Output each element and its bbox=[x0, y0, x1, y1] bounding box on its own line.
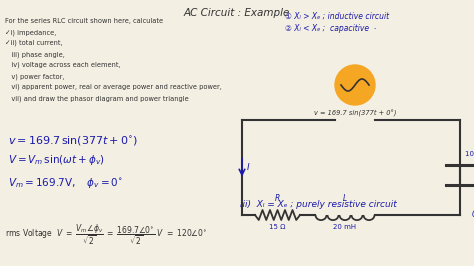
Text: R: R bbox=[275, 194, 280, 203]
Circle shape bbox=[335, 65, 375, 105]
Text: v = 169.7 sin(377t + 0°): v = 169.7 sin(377t + 0°) bbox=[314, 110, 396, 117]
Text: 100 μF: 100 μF bbox=[465, 151, 474, 157]
Text: I: I bbox=[247, 163, 250, 172]
Text: iv) voltage across each element,: iv) voltage across each element, bbox=[5, 62, 120, 69]
Text: iii) phase angle,: iii) phase angle, bbox=[5, 51, 65, 57]
Text: ✓ii) total current,: ✓ii) total current, bbox=[5, 40, 63, 47]
Text: ② Xₗ < Xₑ ;  capacitive  ⋅: ② Xₗ < Xₑ ; capacitive ⋅ bbox=[285, 24, 376, 33]
Text: 20 mH: 20 mH bbox=[333, 224, 356, 230]
Text: vi) apparent power, real or average power and reactive power,: vi) apparent power, real or average powe… bbox=[5, 84, 222, 90]
Text: ✓i) impedance,: ✓i) impedance, bbox=[5, 29, 56, 35]
Text: $v = 169.7\,\sin(377t + 0^{\circ})$: $v = 169.7\,\sin(377t + 0^{\circ})$ bbox=[8, 135, 138, 148]
Text: v) power factor,: v) power factor, bbox=[5, 73, 64, 80]
Text: $V = V_m\,\sin\!\left(\omega t + \phi_v\right)$: $V = V_m\,\sin\!\left(\omega t + \phi_v\… bbox=[8, 153, 105, 167]
Text: $V_m = 169.7\mathrm{V},\quad\phi_v = 0^{\circ}$: $V_m = 169.7\mathrm{V},\quad\phi_v = 0^{… bbox=[8, 176, 123, 190]
Text: C: C bbox=[472, 210, 474, 219]
Text: $\mathrm{rms\ Voltage}\ \ V\ =\ \dfrac{V_m\angle\phi_v}{\sqrt{2}}\ =\ \dfrac{169: $\mathrm{rms\ Voltage}\ \ V\ =\ \dfrac{V… bbox=[5, 222, 207, 247]
Text: iii)  Xₗ = Xₑ ; purely resistive circuit: iii) Xₗ = Xₑ ; purely resistive circuit bbox=[240, 200, 397, 209]
Text: For the series RLC circuit shown here, calculate: For the series RLC circuit shown here, c… bbox=[5, 18, 163, 24]
Text: vii) and draw the phasor diagram and power triangle: vii) and draw the phasor diagram and pow… bbox=[5, 95, 189, 102]
Text: AC Circuit : Example: AC Circuit : Example bbox=[184, 8, 290, 18]
Text: 15 Ω: 15 Ω bbox=[269, 224, 286, 230]
Text: ① Xₗ > Xₑ ; inductive circuit: ① Xₗ > Xₑ ; inductive circuit bbox=[285, 12, 389, 21]
Text: L: L bbox=[343, 194, 347, 203]
